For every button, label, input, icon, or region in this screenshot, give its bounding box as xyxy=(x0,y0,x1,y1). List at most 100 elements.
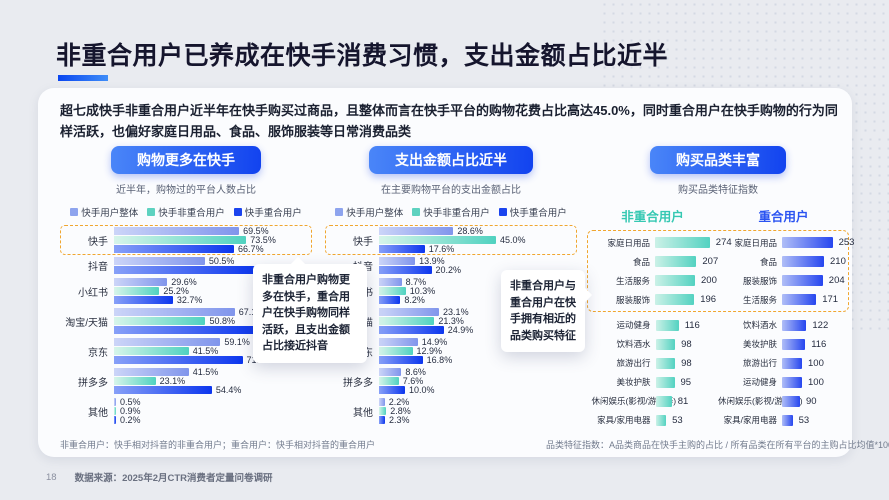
category-column-headers: 非重合用户 重合用户 xyxy=(587,206,849,225)
category-index-row: 运动健身 116 饮料酒水 122 xyxy=(592,316,845,335)
bar-overlap xyxy=(114,326,256,334)
category-label: 京东 xyxy=(88,347,108,359)
bar-value-label: 59.1% xyxy=(224,337,250,347)
category-index-row: 家具/家用电器 53 家具/家用电器 53 xyxy=(592,411,845,430)
bar-stack: 2.2% 2.8% 2.3% xyxy=(379,397,573,425)
bar-overlap xyxy=(114,416,116,424)
index-bar-nonoverlap xyxy=(655,357,676,369)
category-cell-overlap: 家庭日用品 253 xyxy=(718,233,854,252)
bar-stack: 14.9% 12.9% 16.8% xyxy=(379,337,573,365)
category-label: 服装服饰 xyxy=(742,275,777,286)
bar-overall xyxy=(114,308,235,316)
panel3-subtitle: 购买品类特征指数 xyxy=(678,185,758,196)
legend-label: 快手非重合用户 xyxy=(158,208,225,219)
category-label: 美妆护肤 xyxy=(616,377,651,387)
bar-row: 23.1% xyxy=(114,376,308,386)
category-label: 拼多多 xyxy=(343,377,373,389)
bar-value-label: 67.1% xyxy=(238,307,265,317)
category-index-row: 服装服饰 196 生活服务 171 xyxy=(591,290,845,309)
index-bar-overlap xyxy=(782,275,823,286)
bar-nonoverlap xyxy=(114,287,160,295)
bar-row: 12.9% xyxy=(379,346,573,356)
bar-row: 7.6% xyxy=(379,376,573,386)
panel2-badge: 支出金额占比近半 xyxy=(369,146,533,174)
category-label: 旅游出行 xyxy=(742,358,777,368)
bar-value-label: 32.7% xyxy=(176,295,203,305)
category-cell-nonoverlap: 休闲娱乐(影视/游戏等) 81 xyxy=(592,392,719,411)
bar-row: 23.1% xyxy=(379,307,573,317)
bar-row: 73.5% xyxy=(114,235,308,245)
bar-value-label: 7.6% xyxy=(402,376,424,386)
bar-value-label: 23.1% xyxy=(159,376,186,386)
panel2-subtitle: 在主要购物平台的支出金额占比 xyxy=(381,185,521,196)
index-value-label: 200 xyxy=(701,275,717,286)
legend-swatch xyxy=(233,208,242,216)
category-label: 淘宝/天猫 xyxy=(65,317,108,329)
slide-title: 非重合用户已养成在快手消费习惯，支出金额占比近半 xyxy=(56,42,669,70)
bar-value-label: 0.9% xyxy=(120,406,141,416)
bar-row: 10.3% xyxy=(379,286,573,296)
intro-text: 超七成快手非重合用户近半年在快手购买过商品，且整体而言在快手平台的购物花费占比高… xyxy=(60,103,838,139)
bar-value-label: 0.5% xyxy=(120,397,141,407)
bar-row: 25.2% xyxy=(114,286,308,296)
bar-overlap xyxy=(114,386,212,394)
bar-overlap xyxy=(379,356,423,364)
panel1-badge: 购物更多在快手 xyxy=(111,146,261,174)
index-value-label: 274 xyxy=(715,237,732,248)
index-bar-overlap xyxy=(782,376,802,388)
category-label: 拼多多 xyxy=(78,377,108,389)
legend-item: 快手重合用户 xyxy=(498,205,567,219)
bar-value-label: 50.8% xyxy=(209,316,235,326)
bar-nonoverlap xyxy=(114,407,116,415)
bar-stack: 41.5% 23.1% 54.4% xyxy=(114,367,308,395)
category-label: 小红书 xyxy=(78,287,108,299)
index-bar-overlap xyxy=(782,256,824,267)
legend-item: 快手非重合用户 xyxy=(147,205,225,219)
bar-row: 24.9% xyxy=(379,325,573,335)
index-value-label: 53 xyxy=(672,414,683,426)
legend-swatch xyxy=(335,208,344,216)
index-value-label: 196 xyxy=(700,294,717,305)
index-bar-overlap xyxy=(782,338,806,350)
category-cell-overlap: 生活服务 171 xyxy=(718,290,845,309)
charts-footnote: 非重合用户：快手相对抖音的非重合用户；重合用户：快手相对抖音的重合用户 xyxy=(60,440,376,450)
bar-value-label: 17.6% xyxy=(428,244,455,254)
callout-category-insight: 非重合用户与重合用户在快手拥有相近的品类购买特征 xyxy=(501,270,585,352)
legend-swatch xyxy=(70,208,79,216)
index-value-label: 122 xyxy=(812,319,829,331)
index-value-label: 95 xyxy=(680,376,692,388)
bar-overlap xyxy=(114,296,173,304)
index-value-label: 116 xyxy=(811,338,827,350)
legend-label: 快手重合用户 xyxy=(244,208,302,219)
index-bar-nonoverlap xyxy=(655,376,675,388)
bar-value-label: 66.7% xyxy=(238,244,264,254)
index-bar-overlap xyxy=(782,237,833,248)
bar-value-label: 73.5% xyxy=(250,235,276,245)
bar-row: 28.6% xyxy=(379,226,573,236)
bar-nonoverlap xyxy=(114,347,189,355)
bar-stack: 13.9% 20.2% xyxy=(379,256,573,275)
category-cell-nonoverlap: 饮料酒水 98 xyxy=(592,335,719,354)
category-label: 快手 xyxy=(88,236,108,248)
bar-overlap xyxy=(379,386,405,394)
bar-nonoverlap xyxy=(379,377,399,385)
category-label: 休闲娱乐(影视/游戏等) xyxy=(591,396,677,406)
index-bar-nonoverlap xyxy=(655,237,710,248)
category-label: 运动健身 xyxy=(616,320,651,330)
bar-value-label: 12.9% xyxy=(416,346,443,356)
category-index-row: 休闲娱乐(影视/游戏等) 81 休闲娱乐(影视/游戏等) 90 xyxy=(592,392,845,411)
bar-value-label: 2.8% xyxy=(390,406,411,416)
bar-nonoverlap xyxy=(379,347,413,355)
index-bar-nonoverlap xyxy=(655,275,695,286)
category-cell-overlap: 休闲娱乐(影视/游戏等) 90 xyxy=(718,392,845,411)
bar-row: 20.2% xyxy=(379,265,573,275)
bar-value-label: 13.9% xyxy=(419,256,445,266)
category-cell-overlap: 美妆护肤 116 xyxy=(718,335,845,354)
overlap-users-header: 重合用户 xyxy=(758,210,809,224)
bar-row: 0.9% xyxy=(114,406,308,416)
category-label: 食品 xyxy=(759,256,777,267)
category-index-row: 饮料酒水 98 美妆护肤 116 xyxy=(592,335,845,354)
category-label: 旅游出行 xyxy=(616,358,651,368)
index-bar-overlap xyxy=(782,395,800,407)
bar-value-label: 54.4% xyxy=(215,385,242,395)
